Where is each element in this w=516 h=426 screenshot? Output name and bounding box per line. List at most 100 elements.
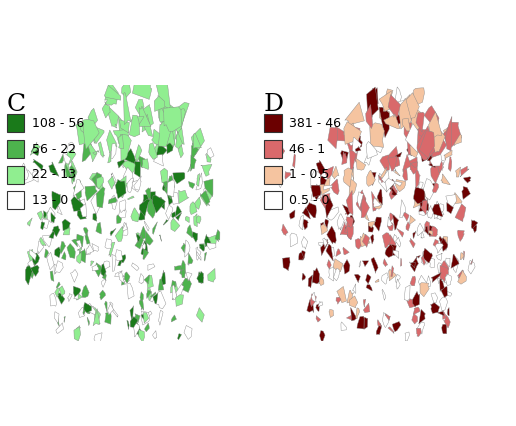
- Polygon shape: [200, 244, 204, 251]
- Polygon shape: [349, 296, 358, 308]
- Polygon shape: [115, 271, 122, 277]
- Polygon shape: [175, 295, 184, 306]
- Polygon shape: [50, 271, 54, 281]
- Polygon shape: [121, 277, 124, 285]
- Polygon shape: [350, 308, 357, 321]
- Polygon shape: [75, 121, 89, 145]
- Polygon shape: [364, 209, 369, 221]
- Polygon shape: [412, 314, 418, 324]
- Polygon shape: [382, 312, 390, 328]
- Polygon shape: [123, 167, 134, 186]
- Polygon shape: [407, 129, 425, 155]
- Polygon shape: [138, 330, 144, 343]
- Polygon shape: [96, 177, 104, 189]
- Polygon shape: [384, 114, 400, 129]
- Polygon shape: [150, 292, 156, 297]
- Polygon shape: [197, 308, 204, 322]
- Polygon shape: [58, 293, 64, 304]
- Polygon shape: [320, 193, 332, 214]
- Polygon shape: [441, 174, 450, 185]
- Polygon shape: [73, 180, 84, 196]
- Polygon shape: [457, 270, 463, 278]
- Polygon shape: [340, 222, 349, 235]
- Polygon shape: [383, 259, 388, 267]
- FancyBboxPatch shape: [264, 115, 282, 132]
- Polygon shape: [137, 234, 141, 243]
- Polygon shape: [398, 95, 413, 129]
- Polygon shape: [54, 264, 58, 274]
- Polygon shape: [185, 216, 189, 223]
- Polygon shape: [92, 130, 100, 144]
- Polygon shape: [206, 148, 214, 159]
- Polygon shape: [145, 311, 152, 319]
- Polygon shape: [104, 85, 121, 100]
- Polygon shape: [421, 229, 424, 238]
- Polygon shape: [49, 162, 59, 176]
- Polygon shape: [366, 285, 372, 291]
- Polygon shape: [314, 185, 321, 200]
- Polygon shape: [373, 198, 381, 207]
- Polygon shape: [346, 190, 353, 215]
- Polygon shape: [320, 222, 325, 231]
- Polygon shape: [153, 195, 166, 213]
- Polygon shape: [438, 263, 442, 274]
- Polygon shape: [152, 143, 158, 157]
- Polygon shape: [118, 134, 124, 149]
- Polygon shape: [42, 235, 52, 247]
- Polygon shape: [345, 102, 364, 125]
- Polygon shape: [91, 261, 94, 266]
- Polygon shape: [430, 161, 441, 183]
- Polygon shape: [413, 88, 425, 106]
- Polygon shape: [326, 244, 333, 261]
- Polygon shape: [21, 170, 34, 185]
- Polygon shape: [143, 195, 152, 209]
- Polygon shape: [357, 316, 364, 329]
- Polygon shape: [413, 291, 420, 307]
- Polygon shape: [66, 142, 74, 153]
- Polygon shape: [63, 153, 71, 164]
- Polygon shape: [442, 324, 447, 334]
- Polygon shape: [330, 179, 339, 195]
- Polygon shape: [158, 310, 163, 325]
- Polygon shape: [92, 244, 99, 251]
- Text: 46 - 1: 46 - 1: [289, 143, 326, 155]
- Polygon shape: [396, 279, 400, 289]
- Text: 22 - 13: 22 - 13: [32, 168, 76, 181]
- Polygon shape: [403, 154, 411, 172]
- Polygon shape: [305, 202, 317, 218]
- Polygon shape: [282, 257, 290, 271]
- Polygon shape: [350, 136, 362, 150]
- Polygon shape: [402, 118, 410, 132]
- Polygon shape: [91, 193, 103, 214]
- Polygon shape: [127, 196, 134, 200]
- Polygon shape: [31, 146, 39, 156]
- Polygon shape: [73, 286, 81, 297]
- Polygon shape: [53, 226, 60, 237]
- Polygon shape: [191, 143, 198, 158]
- Polygon shape: [179, 190, 189, 204]
- Polygon shape: [130, 305, 134, 322]
- FancyBboxPatch shape: [7, 191, 24, 209]
- Polygon shape: [142, 159, 149, 170]
- Polygon shape: [93, 308, 100, 326]
- Polygon shape: [337, 286, 347, 302]
- Polygon shape: [133, 79, 152, 99]
- Polygon shape: [383, 89, 393, 111]
- Polygon shape: [74, 325, 80, 341]
- Polygon shape: [440, 265, 448, 282]
- Polygon shape: [442, 238, 448, 251]
- Polygon shape: [172, 285, 177, 300]
- Polygon shape: [181, 243, 185, 253]
- Polygon shape: [379, 107, 389, 138]
- Polygon shape: [446, 291, 452, 296]
- Polygon shape: [197, 271, 203, 283]
- Polygon shape: [144, 275, 150, 284]
- Polygon shape: [389, 147, 400, 167]
- Polygon shape: [347, 234, 351, 240]
- Polygon shape: [127, 178, 134, 193]
- Polygon shape: [441, 261, 449, 273]
- Polygon shape: [131, 208, 139, 222]
- Polygon shape: [159, 106, 166, 122]
- Polygon shape: [141, 311, 150, 325]
- Polygon shape: [468, 260, 475, 274]
